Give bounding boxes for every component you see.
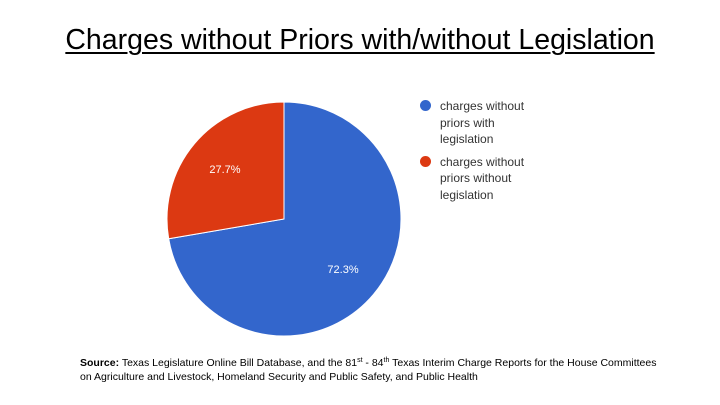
slice-percent-label: 72.3%	[327, 264, 358, 276]
source-label: Source:	[80, 357, 120, 369]
legend-label-line: charges without	[440, 154, 525, 169]
slice-without-legislation[interactable]	[166, 101, 285, 240]
pie-slices	[166, 101, 402, 337]
legend-label-line: legislation	[440, 187, 494, 202]
source-text: Texas Legislature Online Bill Database, …	[119, 357, 358, 369]
source-text: - 84	[362, 357, 384, 369]
legend-swatch-with-legislation	[420, 100, 431, 111]
legend-label-line: priors with	[440, 115, 495, 130]
chart-legend: charges without priors with legislation …	[420, 98, 560, 209]
source-superscript: th	[383, 357, 390, 364]
source-superscript: st	[357, 357, 363, 364]
legend-item-with-legislation[interactable]: charges without priors with legislation	[420, 98, 560, 148]
legend-label-line: priors without	[440, 171, 512, 185]
slice-percent-label: 27.7%	[209, 164, 240, 176]
legend-label-line: charges without	[440, 99, 525, 113]
pie-labels: 72.3% 27.7%	[209, 164, 358, 276]
legend-swatch-without-legislation	[420, 155, 431, 167]
legend-label-line: legislation	[440, 132, 494, 146]
source-text: Texas Interim Charge Reports for the Hou…	[80, 357, 657, 383]
source-note: Source: Texas Legislature Online Bill Da…	[80, 357, 660, 384]
legend-item-without-legislation[interactable]: charges without priors without legislati…	[420, 154, 560, 204]
slice-with-legislation[interactable]	[168, 101, 402, 337]
chart-title: Charges without Priors with/without Legi…	[65, 24, 655, 56]
